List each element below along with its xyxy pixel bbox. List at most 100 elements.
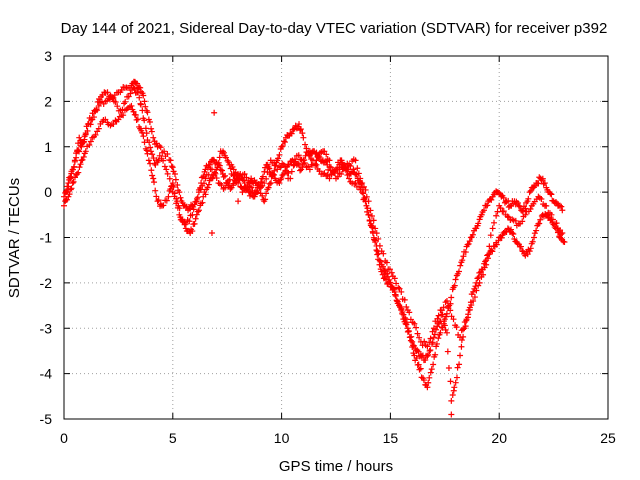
data-point (260, 173, 267, 180)
data-point (87, 138, 94, 145)
data-point (261, 180, 268, 187)
data-point (428, 366, 435, 373)
data-point (305, 163, 312, 170)
data-point (391, 275, 398, 282)
data-point (173, 200, 180, 207)
data-point (338, 170, 345, 177)
data-point (524, 251, 531, 258)
data-point (359, 180, 366, 187)
data-point (426, 339, 433, 346)
data-point (169, 189, 176, 196)
data-point (538, 195, 545, 202)
data-point (489, 225, 496, 232)
data-point (269, 170, 276, 177)
data-point (435, 312, 442, 319)
data-point (464, 241, 471, 248)
data-point (448, 411, 455, 418)
data-point (285, 170, 292, 177)
data-point (106, 93, 113, 100)
data-point (225, 159, 232, 166)
data-point (241, 170, 248, 177)
data-point (166, 175, 173, 182)
data-point (342, 164, 349, 171)
data-point (370, 217, 377, 224)
data-point (430, 334, 437, 341)
data-point (326, 175, 333, 182)
data-point (127, 90, 134, 97)
data-point (450, 316, 457, 323)
data-point (351, 180, 358, 187)
data-point (478, 211, 485, 218)
data-point (245, 177, 252, 184)
data-point (447, 300, 454, 307)
data-point (257, 184, 264, 191)
data-point (206, 161, 213, 168)
data-point (355, 170, 362, 177)
data-point (140, 92, 147, 99)
data-point (414, 330, 421, 337)
y-tick-label: -3 (40, 320, 53, 336)
data-point (426, 374, 433, 381)
data-point (543, 202, 550, 209)
data-point (549, 216, 556, 223)
data-point (266, 180, 273, 187)
data-point (278, 143, 285, 150)
data-point (457, 352, 464, 359)
data-point (149, 172, 156, 179)
data-point (482, 258, 489, 265)
data-point (172, 176, 179, 183)
y-tick-label: -5 (40, 411, 53, 427)
data-point (476, 216, 483, 223)
data-point (271, 167, 278, 174)
data-point (301, 159, 308, 166)
data-point (462, 249, 469, 256)
data-point (444, 348, 451, 355)
data-point (61, 202, 67, 209)
data-point (155, 197, 162, 204)
data-point (295, 162, 302, 169)
y-tick-label: -2 (40, 275, 53, 291)
data-point (386, 276, 393, 283)
data-point (421, 338, 428, 345)
data-point (465, 240, 472, 247)
data-point (476, 279, 483, 286)
data-point (455, 268, 462, 275)
data-point (313, 157, 320, 164)
data-point (403, 319, 410, 326)
data-point (76, 164, 83, 171)
data-point (488, 196, 495, 203)
data-point (526, 248, 533, 255)
data-point (415, 361, 422, 368)
x-axis-title: GPS time / hours (279, 458, 393, 475)
data-point (515, 202, 522, 209)
data-point (104, 89, 111, 96)
data-point (445, 365, 452, 372)
data-point (525, 195, 532, 202)
data-point (148, 167, 155, 174)
data-point (486, 251, 493, 258)
data-point (148, 148, 155, 155)
data-point (452, 276, 459, 283)
data-point (403, 303, 410, 310)
data-point (504, 225, 511, 232)
data-point (280, 170, 287, 177)
data-point (379, 271, 386, 278)
data-point (95, 102, 102, 109)
data-point (168, 163, 175, 170)
data-point (409, 338, 416, 345)
y-tick-label: 3 (44, 48, 52, 64)
data-point (147, 144, 154, 151)
data-point (170, 168, 177, 175)
data-point (406, 309, 413, 316)
data-point (303, 145, 310, 152)
data-point (77, 161, 84, 168)
data-point (215, 159, 222, 166)
data-point (137, 101, 144, 108)
data-point (148, 125, 155, 132)
data-point (212, 170, 219, 177)
data-point (279, 172, 286, 179)
data-point (276, 180, 283, 187)
data-point (285, 175, 292, 182)
data-point (264, 169, 271, 176)
data-point (84, 127, 91, 134)
